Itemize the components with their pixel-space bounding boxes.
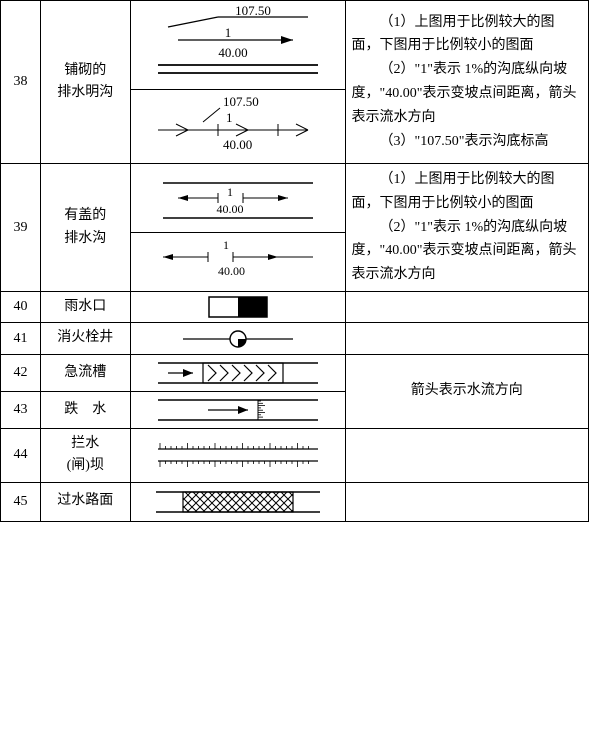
row-number: 43 <box>1 391 41 428</box>
symbol-cell <box>130 354 345 391</box>
row-desc: （1）上图用于比例较大的图面，下图用于比例较小的图面（2）"1"表示 1%的沟底… <box>345 1 588 164</box>
row-number: 45 <box>1 482 41 521</box>
svg-text:40.00: 40.00 <box>216 202 243 216</box>
symbol-open-ditch-large: 107.50 1 40.00 <box>148 5 328 85</box>
row-name: 雨水口 <box>40 292 130 323</box>
row-name: 过水路面 <box>40 482 130 521</box>
row-desc: 箭头表示水流方向 <box>345 354 588 428</box>
symbol-cell: 107.50 1 40.00 <box>130 90 345 164</box>
row-desc: （1）上图用于比例较大的图面，下图用于比例较小的图面（2）"1"表示 1%的沟底… <box>345 164 588 292</box>
svg-text:107.50: 107.50 <box>223 94 259 109</box>
table-row: 41消火栓井 <box>1 323 589 354</box>
symbol-cell <box>130 391 345 428</box>
svg-text:40.00: 40.00 <box>223 137 252 152</box>
row-number: 42 <box>1 354 41 391</box>
row-number: 40 <box>1 292 41 323</box>
symbol-cell <box>130 482 345 521</box>
symbol-cell: 1 40.00 <box>130 164 345 233</box>
symbol-ford <box>148 487 328 517</box>
row-number: 41 <box>1 323 41 354</box>
svg-text:40.00: 40.00 <box>218 264 245 278</box>
row-desc <box>345 482 588 521</box>
row-number: 38 <box>1 1 41 164</box>
row-number: 44 <box>1 428 41 482</box>
row-name: 消火栓井 <box>40 323 130 354</box>
symbol-gully <box>208 296 268 318</box>
table-row: 38铺砌的排水明沟 107.50 1 40.00 （1）上图用于比例较大的图面，… <box>1 1 589 90</box>
table-row: 44拦水(闸)坝 <box>1 428 589 482</box>
symbol-cell: 107.50 1 40.00 <box>130 1 345 90</box>
symbol-chute <box>153 359 323 387</box>
symbol-drop <box>153 396 323 424</box>
table-row: 40雨水口 <box>1 292 589 323</box>
row-desc <box>345 428 588 482</box>
svg-text:1: 1 <box>223 238 229 252</box>
symbol-cell <box>130 428 345 482</box>
symbol-cell <box>130 292 345 323</box>
svg-text:40.00: 40.00 <box>218 45 247 60</box>
row-name: 跌 水 <box>40 391 130 428</box>
symbol-covered-ditch-small: 1 40.00 <box>148 237 328 287</box>
symbol-weir <box>148 439 328 471</box>
row-name: 铺砌的排水明沟 <box>40 1 130 164</box>
row-desc <box>345 323 588 354</box>
symbol-cell <box>130 323 345 354</box>
table-row: 42急流槽 箭头表示水流方向 <box>1 354 589 391</box>
row-name: 急流槽 <box>40 354 130 391</box>
row-name: 有盖的排水沟 <box>40 164 130 292</box>
symbol-covered-ditch-large: 1 40.00 <box>148 168 328 228</box>
row-number: 39 <box>1 164 41 292</box>
symbol-hydrant <box>178 328 298 350</box>
symbol-open-ditch-small: 107.50 1 40.00 <box>148 94 328 159</box>
svg-text:107.50: 107.50 <box>235 5 271 18</box>
table-row: 39有盖的排水沟 1 40.00 （1）上图用于比例较大的图面，下图用于比例较小… <box>1 164 589 233</box>
row-desc <box>345 292 588 323</box>
svg-text:1: 1 <box>226 110 233 125</box>
svg-text:1: 1 <box>224 25 231 40</box>
legend-table: 38铺砌的排水明沟 107.50 1 40.00 （1）上图用于比例较大的图面，… <box>0 0 589 522</box>
row-name: 拦水(闸)坝 <box>40 428 130 482</box>
table-row: 45过水路面 <box>1 482 589 521</box>
svg-text:1: 1 <box>227 185 233 199</box>
symbol-cell: 1 40.00 <box>130 233 345 292</box>
